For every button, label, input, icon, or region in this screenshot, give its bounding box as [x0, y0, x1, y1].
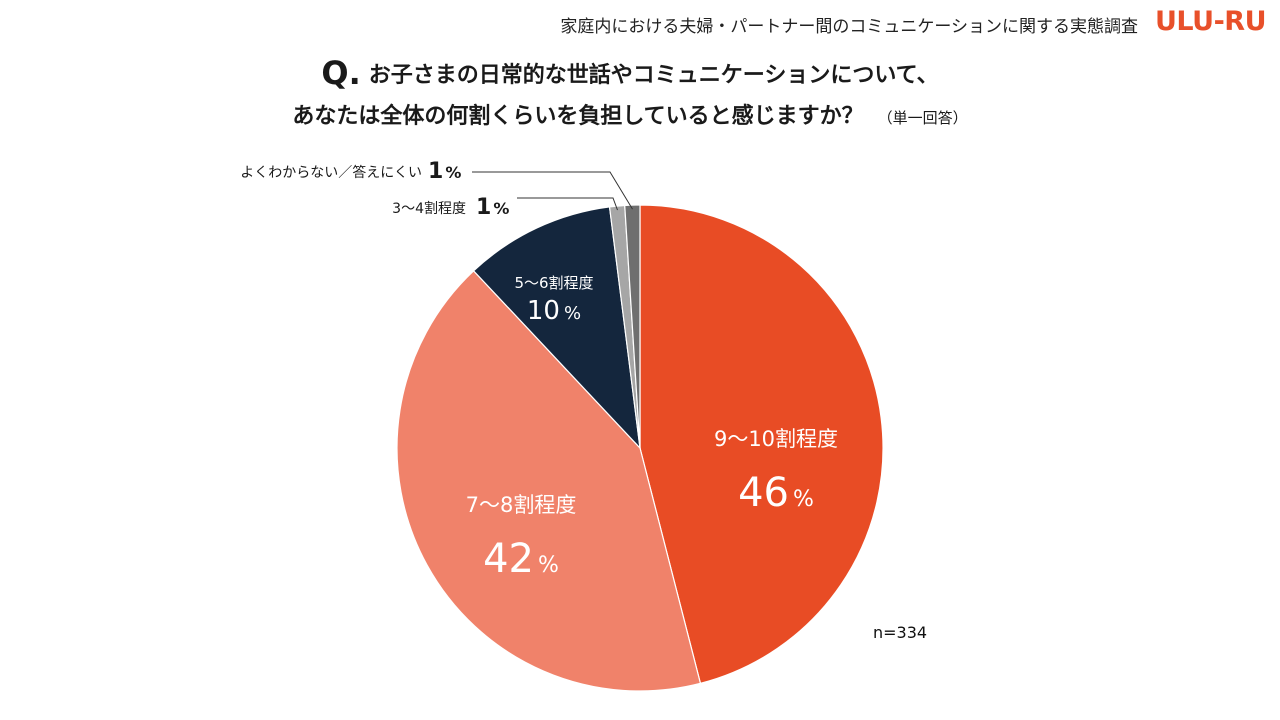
survey-title: 家庭内における夫婦・パートナー間のコミュニケーションに関する実態調査	[560, 17, 1138, 37]
question-line-1: Q. お子さまの日常的な世話やコミュニケーションについて、	[0, 54, 1270, 92]
slice-value: 1	[476, 195, 491, 220]
slice-label: 9～10割程度	[714, 427, 838, 451]
brand-logo: ULU-RU	[1154, 6, 1267, 37]
leader-line	[472, 171, 633, 210]
slice-5	[624, 204, 641, 449]
slice-unit: %	[493, 199, 509, 218]
question-mark: Q.	[321, 54, 361, 92]
slice-unit: %	[538, 553, 559, 578]
slice-label: よくわからない／答えにくい	[240, 164, 422, 181]
slice-value-label: 1%	[428, 159, 461, 184]
slice-value: 10	[527, 296, 560, 326]
question-text-2: あなたは全体の何割くらいを負担していると感じますか？	[292, 104, 864, 129]
slice-2	[396, 270, 702, 692]
slice-label: 3～4割程度	[392, 200, 466, 217]
slice-value-label: 10%	[527, 296, 581, 326]
slice-value-label: 42%	[483, 536, 559, 582]
slice-value: 42	[483, 536, 534, 582]
question-line-2: あなたは全体の何割くらいを負担していると感じますか？ （単一回答）	[0, 98, 1270, 130]
question-block: Q. お子さまの日常的な世話やコミュニケーションについて、 あなたは全体の何割くら…	[0, 54, 1280, 130]
slice-value: 1	[428, 159, 443, 184]
answer-type-note: （単一回答）	[877, 109, 968, 127]
slice-unit: %	[793, 487, 814, 512]
slice-label: 5～6割程度	[514, 274, 593, 292]
sample-size-label: n=334	[873, 623, 928, 642]
slice-value-label: 1%	[476, 195, 509, 220]
slice-unit: %	[564, 303, 581, 324]
pie-labels: 9～10割程度 46 % 7～8割程度 42 % 5～6割程度 10 % 3～4割程度 1 % よくわか…	[240, 159, 838, 582]
slice-label: 7～8割程度	[466, 493, 577, 517]
leader-line	[517, 197, 618, 211]
pie-slices	[396, 204, 884, 692]
slice-value-label: 46%	[738, 470, 814, 516]
slice-3	[472, 206, 641, 450]
question-text-1: お子さまの日常的な世話やコミュニケーションについて、	[368, 63, 939, 88]
slice-1	[639, 204, 884, 685]
slice-unit: %	[445, 163, 461, 182]
slice-value: 46	[738, 470, 789, 516]
